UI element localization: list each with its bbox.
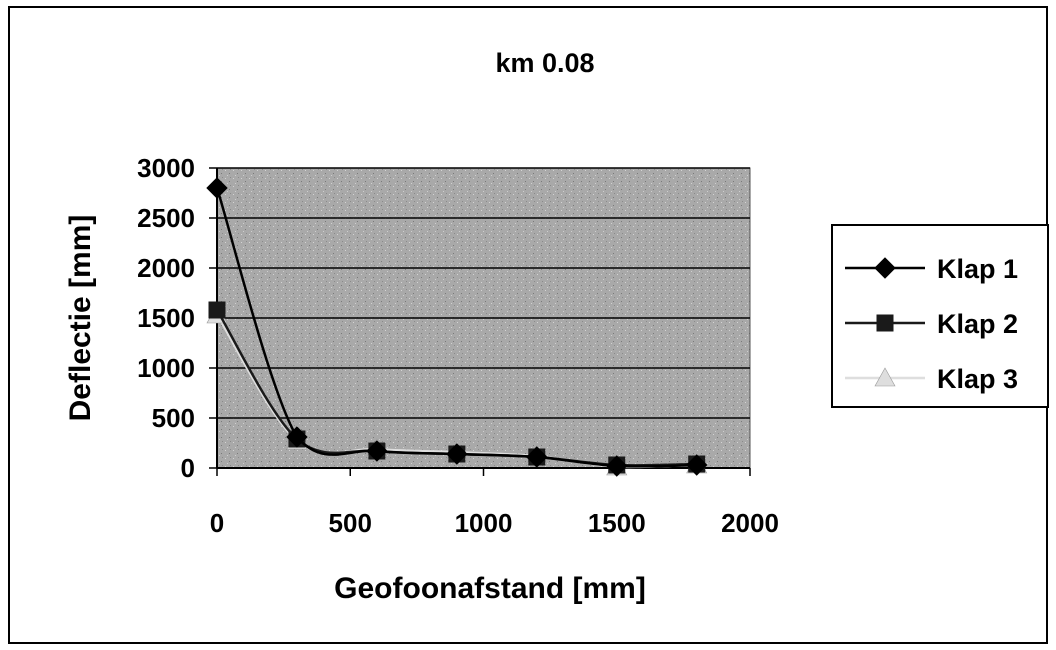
y-tick-label: 2000 [137,253,195,283]
x-tick-label: 1000 [455,508,513,538]
y-tick-label: 2500 [137,203,195,233]
legend-marker-klap-3 [874,367,896,387]
y-axis-title: Deflectie [mm] [64,215,97,422]
y-tick-label: 0 [181,453,195,483]
data-point-klap-2 [208,301,226,319]
legend-label-klap-1: Klap 1 [937,254,1018,284]
data-point-klap-1 [606,455,628,477]
y-tick-label: 1500 [137,303,195,333]
legend-label-klap-3: Klap 3 [937,364,1018,394]
data-point-klap-1 [286,426,308,448]
y-tick-label: 3000 [137,153,195,183]
legend: Klap 1 Klap 2 Klap 3 [831,224,1049,408]
data-point-klap-1 [685,454,708,476]
legend-label-klap-2: Klap 2 [937,309,1018,339]
x-tick-label: 2000 [721,508,779,538]
chart-title: km 0.08 [495,48,594,78]
x-tick-label: 0 [210,508,224,538]
x-axis-title: Geofoonafstand [mm] [334,572,646,605]
data-point-klap-1 [446,443,468,465]
data-point-klap-1 [206,177,228,199]
legend-marker-klap-2 [876,314,894,332]
y-tick-label: 1000 [137,353,195,383]
legend-marker-klap-1 [874,257,896,279]
x-tick-label: 1500 [588,508,646,538]
y-tick-label: 500 [152,403,195,433]
data-point-klap-1 [366,440,388,462]
data-point-klap-1 [526,446,548,468]
x-tick-label: 500 [329,508,372,538]
legend-box [831,224,1049,408]
